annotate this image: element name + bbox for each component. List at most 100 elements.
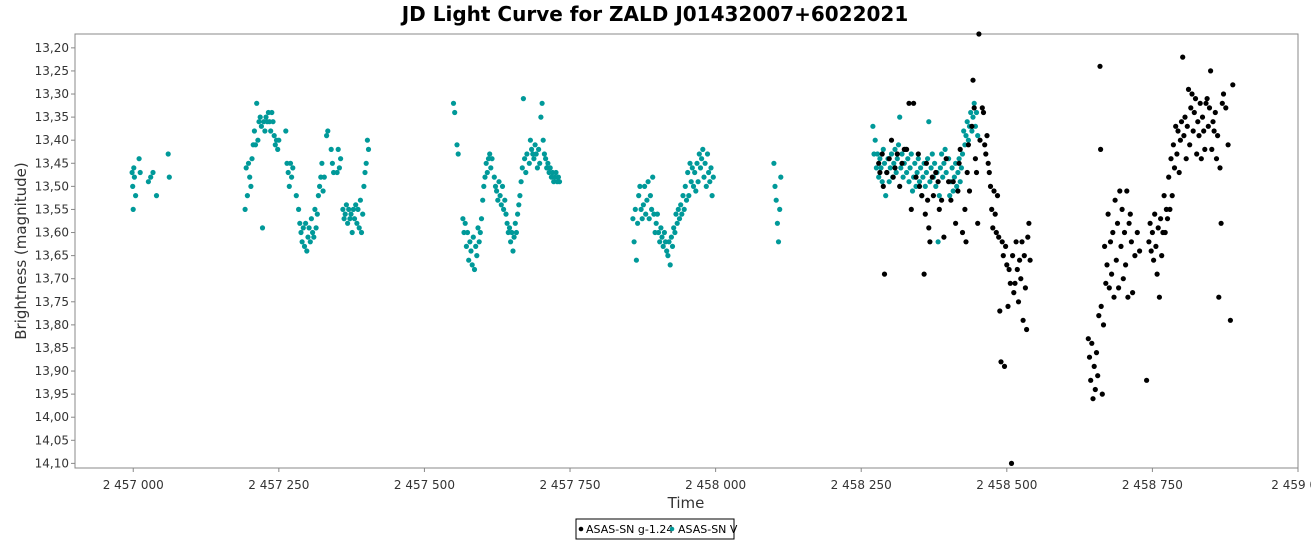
point-asassn-g <box>892 165 898 171</box>
x-tick-label: 2 458 500 <box>976 478 1037 492</box>
point-asassn-g <box>982 142 988 148</box>
point-asassn-g <box>964 169 970 176</box>
point-asassn-g <box>1097 63 1103 69</box>
point-asassn-v <box>286 183 292 189</box>
point-asassn-v <box>319 160 325 166</box>
point-asassn-g <box>1219 100 1225 106</box>
point-asassn-v <box>653 220 659 226</box>
point-asassn-v <box>247 174 253 180</box>
point-asassn-v <box>541 151 548 157</box>
point-asassn-v <box>870 123 876 129</box>
point-asassn-v <box>270 119 276 125</box>
point-asassn-v <box>904 169 910 176</box>
point-asassn-v <box>130 206 136 212</box>
point-asassn-g <box>1088 377 1094 383</box>
point-asassn-g <box>999 239 1005 245</box>
point-asassn-v <box>249 156 255 162</box>
point-asassn-v <box>681 206 687 212</box>
point-asassn-v <box>708 165 714 171</box>
x-tick-label: 2 458 750 <box>1122 478 1183 492</box>
point-asassn-v <box>942 146 948 152</box>
point-asassn-g <box>1174 151 1180 157</box>
point-asassn-g <box>1215 133 1221 139</box>
point-asassn-v <box>484 169 490 176</box>
point-asassn-v <box>334 169 340 176</box>
point-asassn-v <box>271 133 277 139</box>
point-asassn-v <box>772 183 778 189</box>
point-asassn-g <box>1168 156 1174 162</box>
point-asassn-v <box>774 220 781 226</box>
point-asassn-v <box>939 151 945 157</box>
point-asassn-v <box>881 160 888 166</box>
point-asassn-v <box>462 220 468 226</box>
point-asassn-g <box>1118 243 1124 249</box>
point-asassn-v <box>895 142 902 148</box>
data-points <box>129 31 1236 466</box>
point-asassn-g <box>1208 68 1214 74</box>
point-asassn-v <box>676 216 683 222</box>
point-asassn-g <box>913 174 919 180</box>
point-asassn-v <box>775 239 782 245</box>
point-asassn-v <box>475 225 481 231</box>
point-asassn-v <box>314 211 320 217</box>
point-asassn-v <box>130 183 136 189</box>
point-asassn-g <box>1098 146 1104 152</box>
point-asassn-v <box>531 156 537 162</box>
point-asassn-g <box>881 271 888 277</box>
point-asassn-g <box>922 211 928 217</box>
chart-title: JD Light Curve for ZALD J01432007+602202… <box>400 2 909 26</box>
point-asassn-v <box>529 146 535 152</box>
point-asassn-v <box>242 206 248 212</box>
point-asassn-g <box>1201 128 1207 134</box>
point-asassn-g <box>1217 165 1223 171</box>
point-asassn-g <box>1105 211 1111 217</box>
point-asassn-v <box>351 216 358 222</box>
point-asassn-v <box>336 165 342 171</box>
point-asassn-v <box>268 128 274 134</box>
point-asassn-v <box>312 206 318 212</box>
point-asassn-g <box>1187 142 1193 148</box>
point-asassn-v <box>311 234 317 240</box>
point-asassn-v <box>657 239 663 245</box>
point-asassn-v <box>908 151 914 157</box>
point-asassn-v <box>358 229 365 236</box>
point-asassn-v <box>357 197 363 203</box>
point-asassn-v <box>136 156 142 162</box>
point-asassn-v <box>474 253 480 259</box>
point-asassn-v <box>951 174 958 180</box>
point-asassn-g <box>1218 220 1224 226</box>
point-asassn-g <box>963 239 969 245</box>
point-asassn-v <box>304 248 310 254</box>
point-asassn-g <box>1166 174 1172 180</box>
point-asassn-v <box>272 142 278 148</box>
point-asassn-v <box>263 114 269 120</box>
y-tick-label: 13,40 <box>35 133 69 147</box>
point-asassn-v <box>538 114 544 120</box>
point-asassn-g <box>1167 206 1173 212</box>
point-asassn-g <box>1015 299 1022 305</box>
point-asassn-g <box>977 137 983 143</box>
point-asassn-v <box>251 128 257 134</box>
point-asassn-v <box>553 169 559 176</box>
point-asassn-v <box>654 211 661 217</box>
point-asassn-v <box>682 183 688 189</box>
point-asassn-g <box>1024 326 1030 333</box>
point-asassn-g <box>987 183 994 189</box>
point-asassn-g <box>911 100 917 106</box>
point-asassn-v <box>341 216 347 222</box>
point-asassn-v <box>355 206 361 212</box>
point-asassn-v <box>362 169 368 176</box>
y-tick-label: 13,90 <box>35 364 69 378</box>
point-asassn-v <box>452 109 458 116</box>
point-asassn-v <box>347 216 353 222</box>
point-asassn-v <box>455 151 461 157</box>
point-asassn-g <box>1109 271 1115 277</box>
point-asassn-v <box>694 160 700 166</box>
point-asassn-v <box>879 179 885 185</box>
point-asassn-v <box>539 100 545 106</box>
point-asassn-v <box>710 174 716 180</box>
point-asassn-v <box>973 109 980 116</box>
legend-marker-g <box>578 526 584 532</box>
y-tick-label: 13,55 <box>35 202 69 216</box>
point-asassn-g <box>1006 266 1012 273</box>
